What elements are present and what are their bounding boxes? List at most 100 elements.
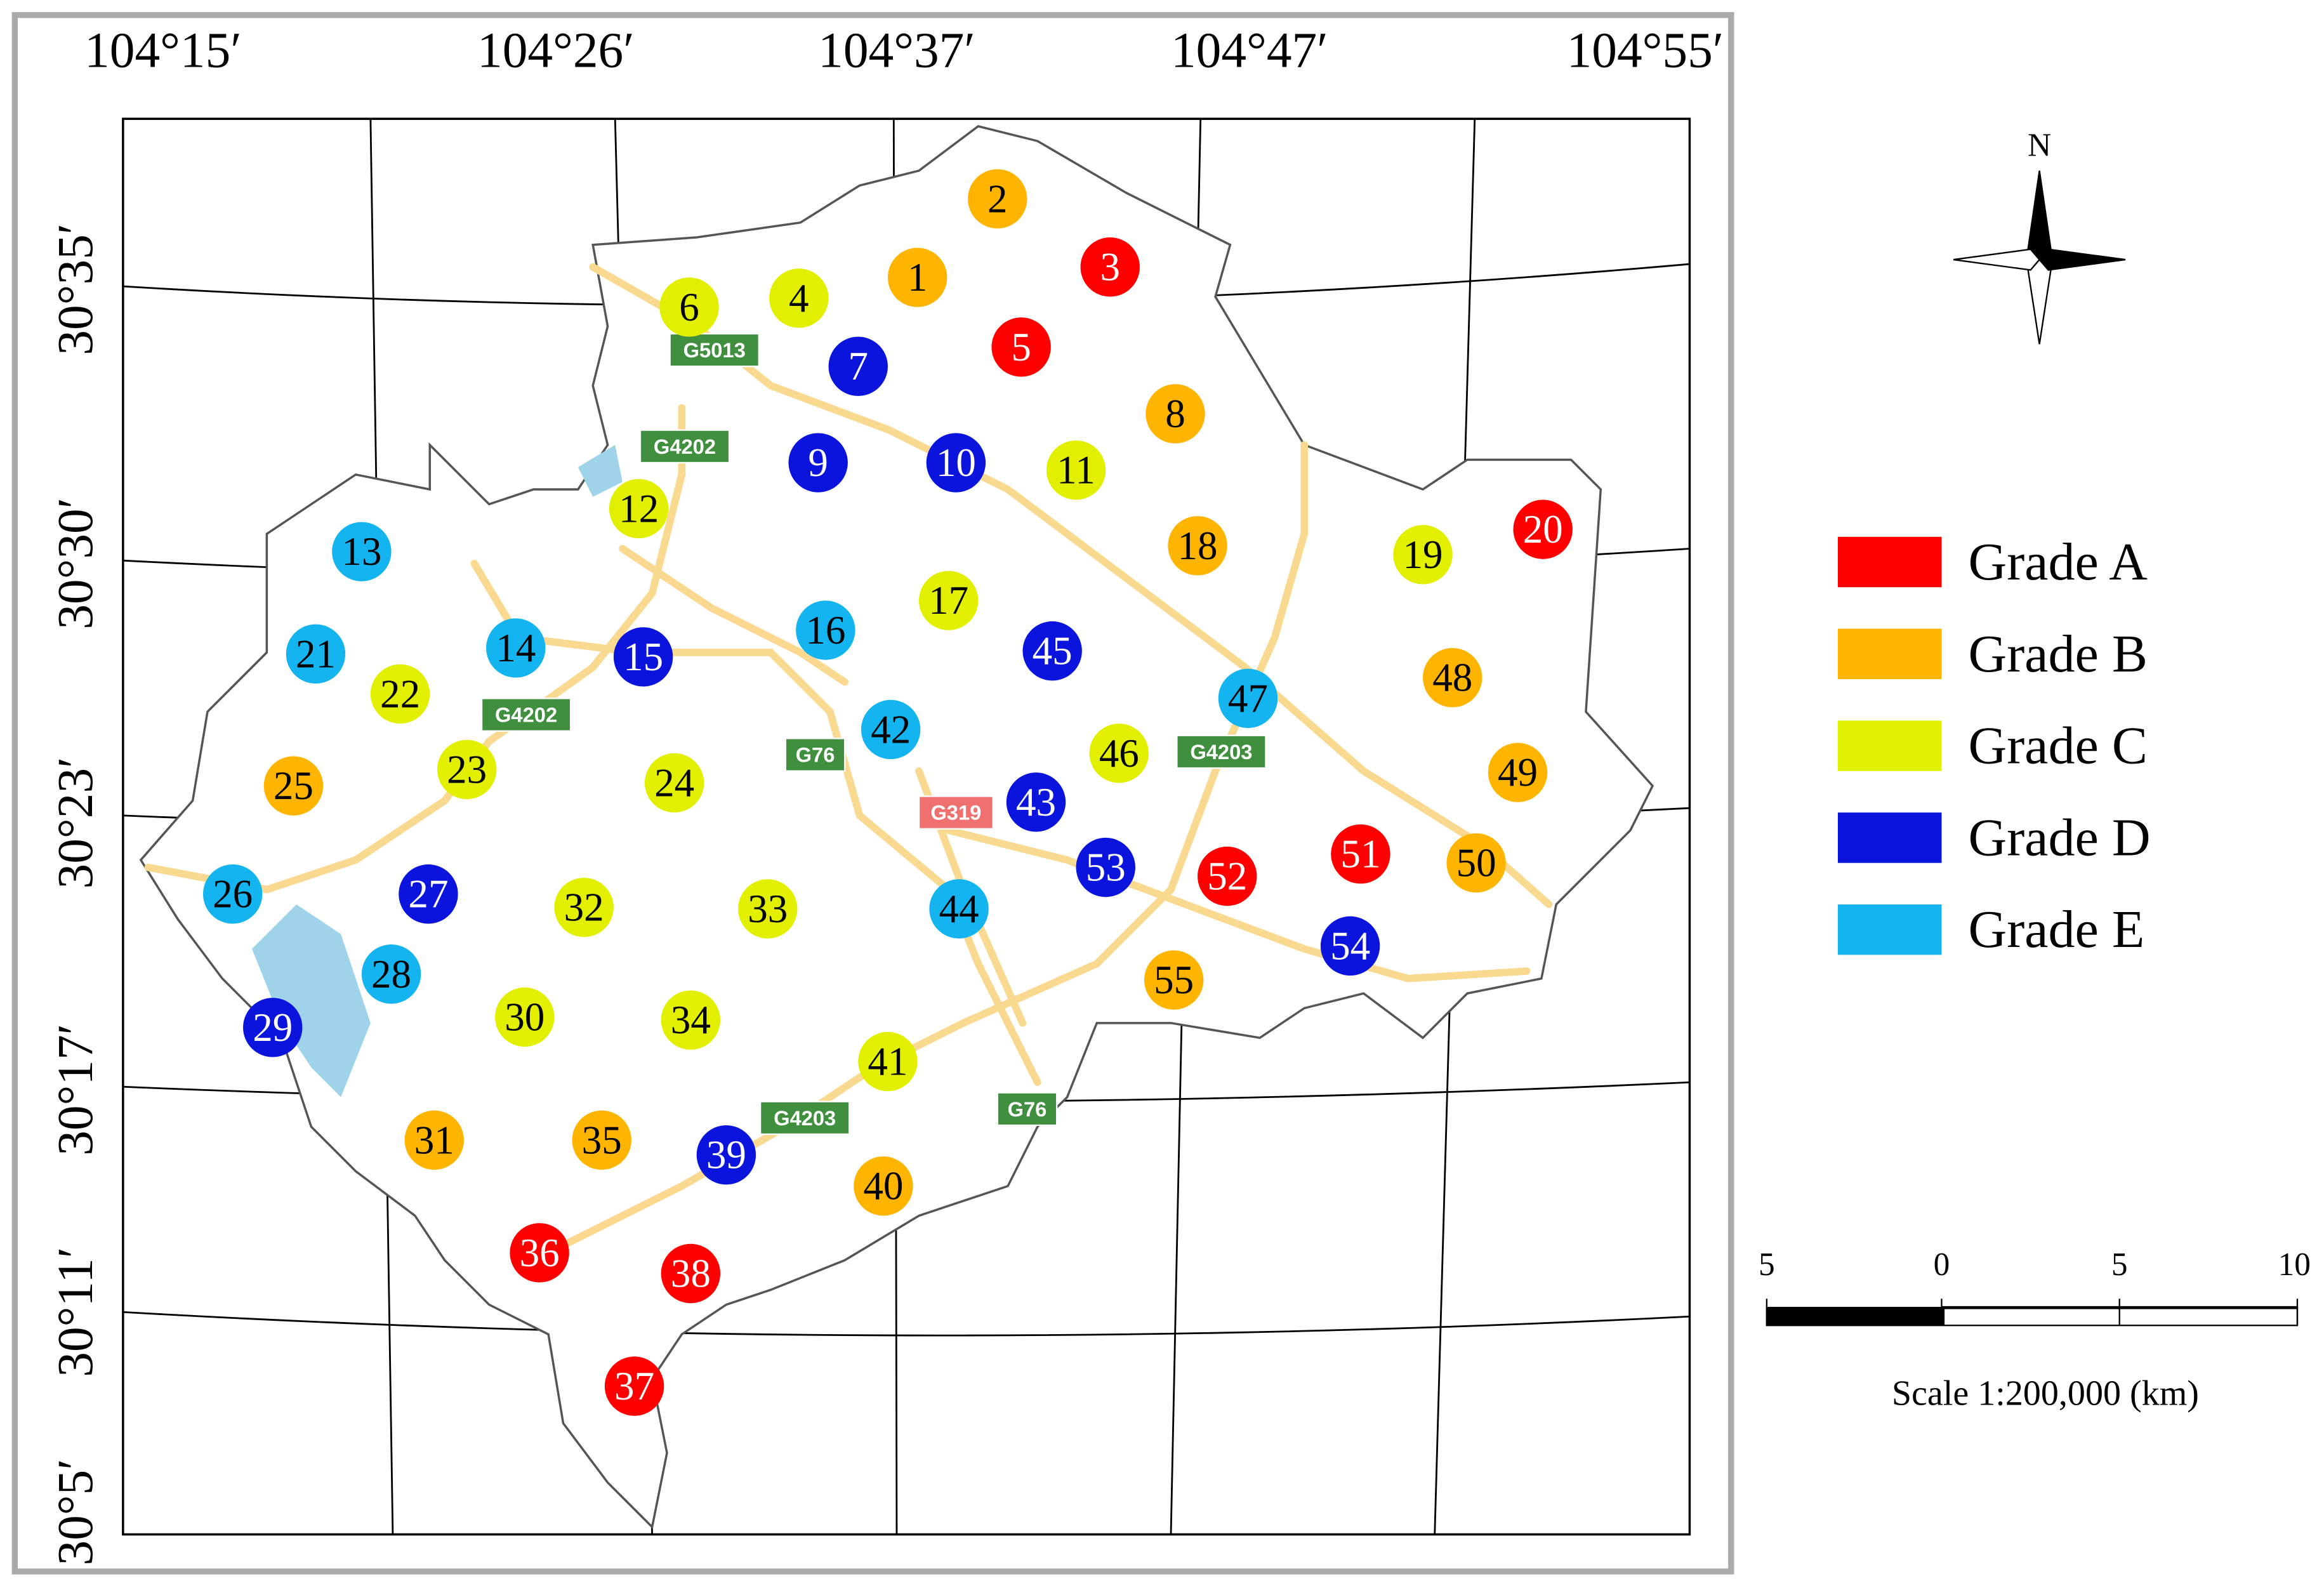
sampling-point <box>1080 237 1140 297</box>
road-label: G4203 <box>1190 740 1252 764</box>
point-label: 44 <box>939 887 979 931</box>
latitude-label: 30°11′ <box>48 1247 103 1377</box>
sampling-point <box>738 879 798 939</box>
point-label: 51 <box>1340 832 1380 877</box>
point-label: 35 <box>582 1118 622 1162</box>
point-label: 4 <box>789 276 809 321</box>
scale-tick-label: 0 <box>1934 1247 1950 1283</box>
road-shield <box>669 333 760 367</box>
road-shield <box>996 1092 1058 1127</box>
point-label: 34 <box>671 998 711 1042</box>
point-label: 19 <box>1403 533 1443 577</box>
point-label: 54 <box>1330 923 1370 968</box>
point-label: 9 <box>808 440 828 485</box>
scale-tick-label: 5 <box>1759 1247 1775 1283</box>
sampling-point <box>1423 647 1482 708</box>
sampling-point <box>399 864 458 924</box>
sampling-point <box>929 879 989 939</box>
road-shield <box>918 795 994 830</box>
latitude-label: 30°23′ <box>48 757 103 889</box>
road-shield <box>639 429 730 464</box>
sampling-point <box>1488 743 1548 802</box>
road-label: G76 <box>1008 1097 1047 1121</box>
point-label: 48 <box>1432 656 1472 700</box>
point-label: 7 <box>848 344 868 388</box>
sampling-point <box>1144 950 1204 1010</box>
sampling-point <box>1168 516 1227 576</box>
sampling-point <box>613 627 673 687</box>
sampling-point <box>202 864 263 924</box>
point-label: 30 <box>505 995 545 1039</box>
point-label: 42 <box>871 707 911 751</box>
sampling-point <box>243 998 303 1057</box>
road-shield <box>759 1101 850 1135</box>
point-label: 6 <box>679 285 699 329</box>
road-label: G76 <box>796 743 835 767</box>
sampling-point <box>1089 724 1149 783</box>
sampling-point <box>696 1125 756 1185</box>
sampling-point <box>370 664 430 724</box>
sampling-point <box>572 1110 631 1170</box>
point-label: 23 <box>447 747 487 791</box>
latitude-label: 30°17′ <box>48 1024 103 1156</box>
north-arrow <box>1953 170 2126 345</box>
sampling-point <box>604 1356 664 1416</box>
road-label: G4203 <box>774 1106 836 1130</box>
sampling-point <box>554 877 614 937</box>
scale-caption: Scale 1:200,000 (km) <box>1892 1374 2199 1413</box>
scale-tick-label: 5 <box>2111 1247 2128 1283</box>
sampling-point <box>1513 500 1573 559</box>
sampling-point <box>828 336 888 396</box>
sampling-point <box>1331 824 1390 884</box>
sampling-point <box>1145 384 1205 444</box>
sampling-point <box>609 479 669 539</box>
point-label: 32 <box>564 885 604 930</box>
frame <box>11 12 1734 1575</box>
sampling-point <box>286 624 346 684</box>
sampling-point <box>1198 846 1257 906</box>
road-label: G4202 <box>654 435 716 458</box>
point-label: 10 <box>936 440 976 485</box>
legend-swatch <box>1837 720 1942 771</box>
sampling-point <box>332 522 392 581</box>
sampling-point <box>1320 916 1380 976</box>
point-label: 55 <box>1154 958 1194 1002</box>
legend-label: Grade E <box>1968 900 2144 959</box>
scale-bar <box>1766 1299 2299 1327</box>
latitude-label: 30°35′ <box>48 223 103 355</box>
sampling-point <box>968 169 1027 229</box>
point-label: 11 <box>1057 448 1095 493</box>
point-label: 39 <box>706 1133 746 1177</box>
sampling-point <box>788 433 848 493</box>
point-label: 28 <box>371 952 411 996</box>
sampling-point <box>495 987 555 1047</box>
legend-label: Grade C <box>1968 717 2147 776</box>
point-label: 26 <box>213 872 253 916</box>
sampling-point <box>887 248 947 307</box>
legend-label: Grade A <box>1968 533 2148 592</box>
latitude-label: 30°30′ <box>48 498 103 630</box>
point-label: 27 <box>408 872 448 916</box>
sampling-point <box>661 990 721 1050</box>
point-label: 21 <box>296 632 336 676</box>
sampling-point <box>858 1031 918 1092</box>
road-label: G4202 <box>495 703 557 727</box>
sampling-point <box>1006 772 1066 832</box>
point-label: 24 <box>654 760 694 805</box>
sampling-point <box>861 699 921 760</box>
point-label: 37 <box>614 1364 654 1408</box>
point-label: 43 <box>1016 780 1056 824</box>
sampling-point <box>918 571 979 630</box>
legend-swatch <box>1837 812 1942 863</box>
north-label: N <box>2028 128 2051 164</box>
point-label: 5 <box>1011 325 1031 369</box>
point-label: 2 <box>987 176 1008 221</box>
point-label: 45 <box>1033 629 1073 673</box>
sampling-point <box>1022 621 1082 681</box>
sampling-point <box>854 1156 913 1216</box>
point-label: 36 <box>520 1231 560 1275</box>
point-label: 46 <box>1099 731 1139 776</box>
point-label: 22 <box>380 672 420 716</box>
longitude-label: 104°15′ <box>84 22 242 78</box>
